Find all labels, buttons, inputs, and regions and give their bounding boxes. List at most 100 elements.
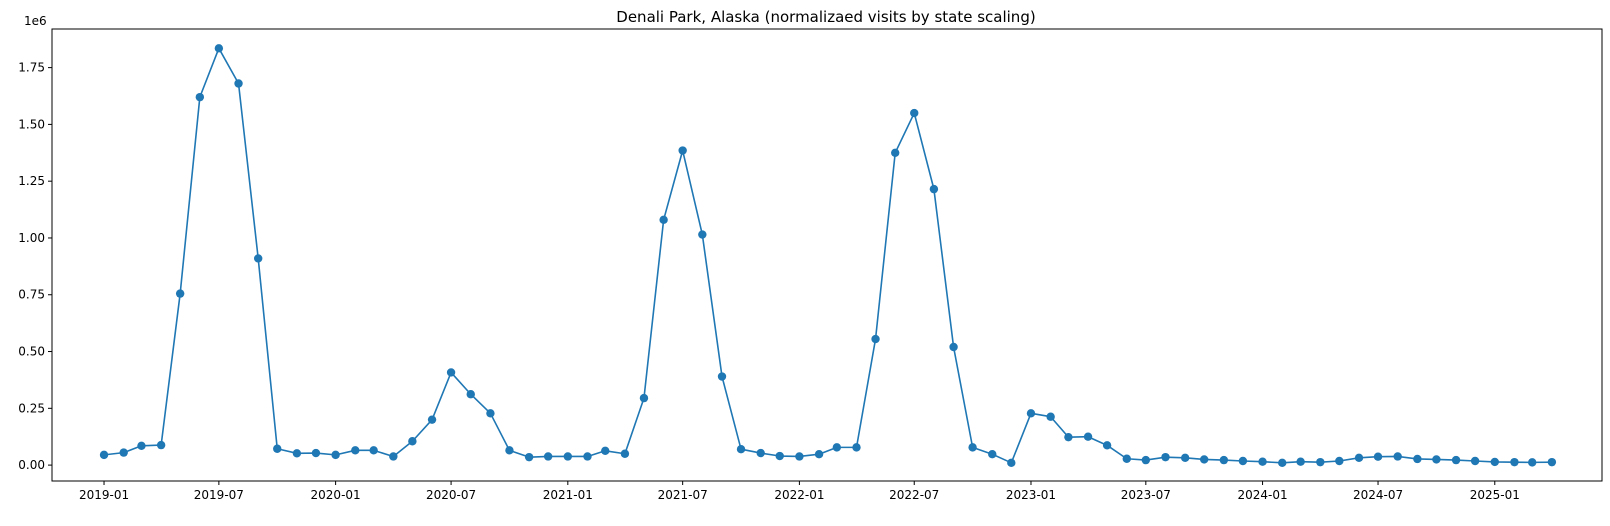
data-point xyxy=(795,452,804,461)
data-point xyxy=(1180,453,1190,463)
x-axis: 2019-01 2019-07 2020-01 2020-07 2021-01 2021-… xyxy=(79,481,1520,502)
x-tick-label: 2020-07 xyxy=(426,488,476,502)
x-tick-label: 2021-07 xyxy=(658,488,708,502)
data-point xyxy=(1122,454,1131,463)
data-point xyxy=(311,448,321,458)
data-point xyxy=(1510,457,1519,467)
x-tick-label: 2023-07 xyxy=(1121,488,1171,502)
data-point xyxy=(583,452,592,461)
data-point xyxy=(717,372,727,381)
data-point xyxy=(119,448,128,457)
data-point xyxy=(563,452,573,461)
data-point xyxy=(1393,452,1402,461)
data-point xyxy=(852,443,861,452)
data-point xyxy=(175,289,185,298)
data-point xyxy=(446,368,456,377)
data-point xyxy=(195,92,205,102)
data-point xyxy=(1007,458,1016,468)
data-point xyxy=(543,452,553,461)
data-point xyxy=(620,449,630,458)
x-tick-label: 2019-01 xyxy=(79,488,129,502)
data-point xyxy=(1316,457,1325,467)
series-layer xyxy=(99,44,1557,468)
x-tick-label: 2020-01 xyxy=(311,488,361,502)
data-point xyxy=(1161,452,1170,462)
x-tick-label: 2024-07 xyxy=(1353,488,1403,502)
data-point xyxy=(1141,455,1151,465)
data-point xyxy=(369,446,378,455)
data-point xyxy=(1354,453,1364,463)
data-point xyxy=(351,446,360,455)
data-point xyxy=(408,437,417,446)
data-point xyxy=(1490,457,1499,467)
data-point xyxy=(466,390,475,399)
y-tick-label: 0.25 xyxy=(18,401,45,415)
data-point xyxy=(1413,454,1422,464)
data-point xyxy=(1046,412,1055,421)
x-tick-label: 2022-01 xyxy=(774,488,824,502)
data-point xyxy=(389,452,398,461)
data-point xyxy=(756,448,765,458)
y-tick-label: 0.75 xyxy=(18,288,45,302)
data-point xyxy=(292,449,302,458)
data-point xyxy=(1258,457,1267,466)
x-tick-label: 2024-01 xyxy=(1237,488,1287,502)
data-point xyxy=(968,443,977,452)
data-point xyxy=(988,450,997,459)
data-point xyxy=(736,445,746,454)
data-point xyxy=(505,446,514,455)
data-point xyxy=(254,254,263,263)
data-point xyxy=(524,452,534,462)
x-tick-label: 2021-01 xyxy=(543,488,593,502)
y-tick-label: 1.75 xyxy=(18,61,45,75)
data-point xyxy=(427,415,437,424)
data-point xyxy=(1373,452,1383,461)
data-point xyxy=(1219,455,1229,465)
data-point xyxy=(1278,458,1287,468)
data-point xyxy=(814,450,824,459)
data-point xyxy=(1547,457,1557,467)
y-tick-label: 0.00 xyxy=(18,458,45,472)
y-tick-label: 1.25 xyxy=(18,174,45,188)
plot-area-frame xyxy=(51,28,1603,482)
data-point xyxy=(871,334,880,344)
data-point xyxy=(137,441,146,450)
data-point xyxy=(1296,457,1305,466)
series-line xyxy=(103,47,1552,464)
data-point xyxy=(659,215,668,224)
data-point xyxy=(601,446,610,455)
data-point xyxy=(99,450,109,460)
data-point xyxy=(1102,441,1112,450)
chart-title: Denali Park, Alaska (normalizaed visits … xyxy=(616,8,1035,26)
data-point xyxy=(929,184,939,194)
y-axis-offset-label: 1e6 xyxy=(24,14,47,28)
data-point xyxy=(331,450,340,460)
data-point xyxy=(891,148,900,157)
data-point xyxy=(1432,455,1441,464)
data-point xyxy=(639,393,649,403)
data-point xyxy=(698,230,707,239)
x-tick-label: 2025-01 xyxy=(1470,488,1520,502)
x-tick-label: 2019-07 xyxy=(194,488,244,502)
x-tick-label: 2022-07 xyxy=(889,488,939,502)
x-tick-label: 2023-01 xyxy=(1006,488,1056,502)
data-point xyxy=(214,44,224,53)
data-point xyxy=(678,146,687,155)
y-axis: 0.00 0.25 0.50 0.75 1.00 1.25 1.50 1.75 xyxy=(18,61,52,472)
data-point xyxy=(1026,409,1036,418)
data-point xyxy=(775,451,784,461)
data-point xyxy=(1470,456,1480,466)
data-point xyxy=(273,444,282,453)
data-point xyxy=(1083,432,1093,441)
y-tick-label: 1.00 xyxy=(18,231,45,245)
data-point xyxy=(1199,455,1209,464)
data-point xyxy=(1451,455,1461,465)
data-point xyxy=(832,443,842,452)
data-point xyxy=(486,409,495,418)
y-tick-label: 0.50 xyxy=(18,345,45,359)
data-point xyxy=(1528,458,1537,467)
data-point xyxy=(949,342,958,352)
data-point xyxy=(1335,456,1344,466)
